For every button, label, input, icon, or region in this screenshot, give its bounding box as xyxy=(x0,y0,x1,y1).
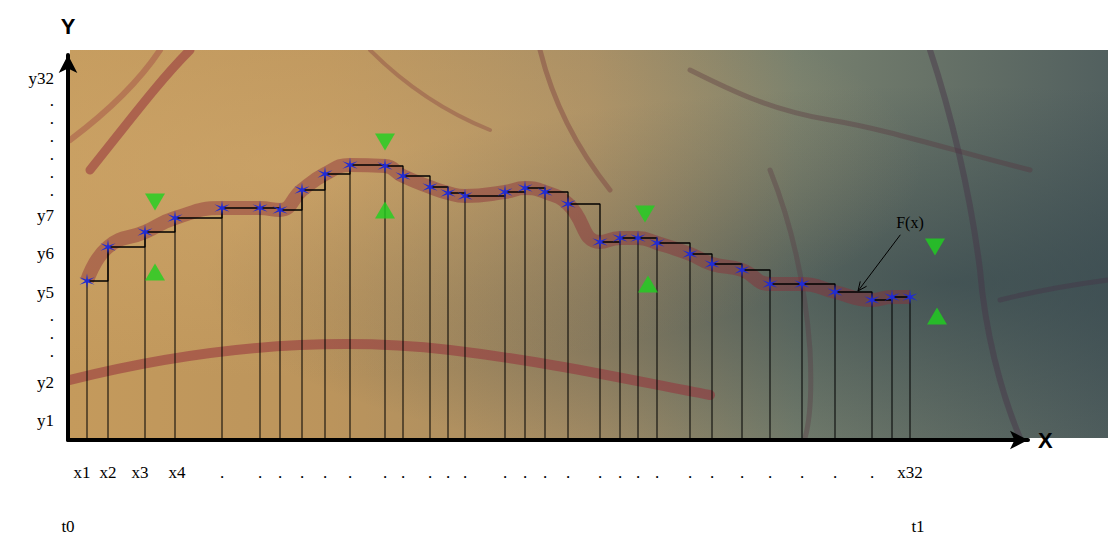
svg-text:.: . xyxy=(50,181,54,200)
svg-text:x32: x32 xyxy=(897,463,923,482)
svg-text:.: . xyxy=(50,306,54,325)
svg-text:.: . xyxy=(833,463,837,482)
svg-text:y5: y5 xyxy=(37,283,54,302)
svg-text:.: . xyxy=(300,463,304,482)
svg-text:y32: y32 xyxy=(29,69,55,88)
svg-text:.: . xyxy=(323,463,327,482)
svg-text:.: . xyxy=(50,145,54,164)
svg-text:y1: y1 xyxy=(37,411,54,430)
svg-text:y2: y2 xyxy=(37,373,54,392)
svg-text:.: . xyxy=(523,463,527,482)
svg-text:.: . xyxy=(258,463,262,482)
svg-text:x2: x2 xyxy=(100,463,117,482)
svg-text:.: . xyxy=(50,324,54,343)
svg-text:.: . xyxy=(50,127,54,146)
svg-text:.: . xyxy=(870,463,874,482)
svg-text:.: . xyxy=(50,109,54,128)
svg-text:.: . xyxy=(50,91,54,110)
svg-text:.: . xyxy=(710,463,714,482)
svg-text:.: . xyxy=(598,463,602,482)
svg-text:.: . xyxy=(463,463,467,482)
svg-text:.: . xyxy=(383,463,387,482)
svg-text:.: . xyxy=(566,463,570,482)
svg-text:.: . xyxy=(688,463,692,482)
svg-text:y6: y6 xyxy=(37,244,54,263)
svg-text:y7: y7 xyxy=(37,206,55,225)
svg-text:.: . xyxy=(50,342,54,361)
svg-text:F(x): F(x) xyxy=(896,214,924,232)
svg-text:.: . xyxy=(503,463,507,482)
svg-text:X: X xyxy=(1038,428,1053,453)
svg-text:Y: Y xyxy=(61,14,76,39)
svg-text:t0: t0 xyxy=(61,517,74,536)
svg-text:.: . xyxy=(50,163,54,182)
svg-text:.: . xyxy=(278,463,282,482)
svg-text:.: . xyxy=(636,463,640,482)
svg-text:.: . xyxy=(428,463,432,482)
svg-text:.: . xyxy=(220,463,224,482)
svg-text:x3: x3 xyxy=(132,463,149,482)
svg-text:.: . xyxy=(740,463,744,482)
svg-text:t1: t1 xyxy=(911,517,924,536)
svg-text:.: . xyxy=(800,463,804,482)
svg-text:.: . xyxy=(348,463,352,482)
svg-text:x1: x1 xyxy=(74,463,91,482)
svg-text:.: . xyxy=(543,463,547,482)
svg-text:.: . xyxy=(655,463,659,482)
svg-text:x4: x4 xyxy=(169,463,187,482)
svg-text:.: . xyxy=(401,463,405,482)
svg-text:.: . xyxy=(618,463,622,482)
svg-text:.: . xyxy=(768,463,772,482)
svg-text:.: . xyxy=(446,463,450,482)
